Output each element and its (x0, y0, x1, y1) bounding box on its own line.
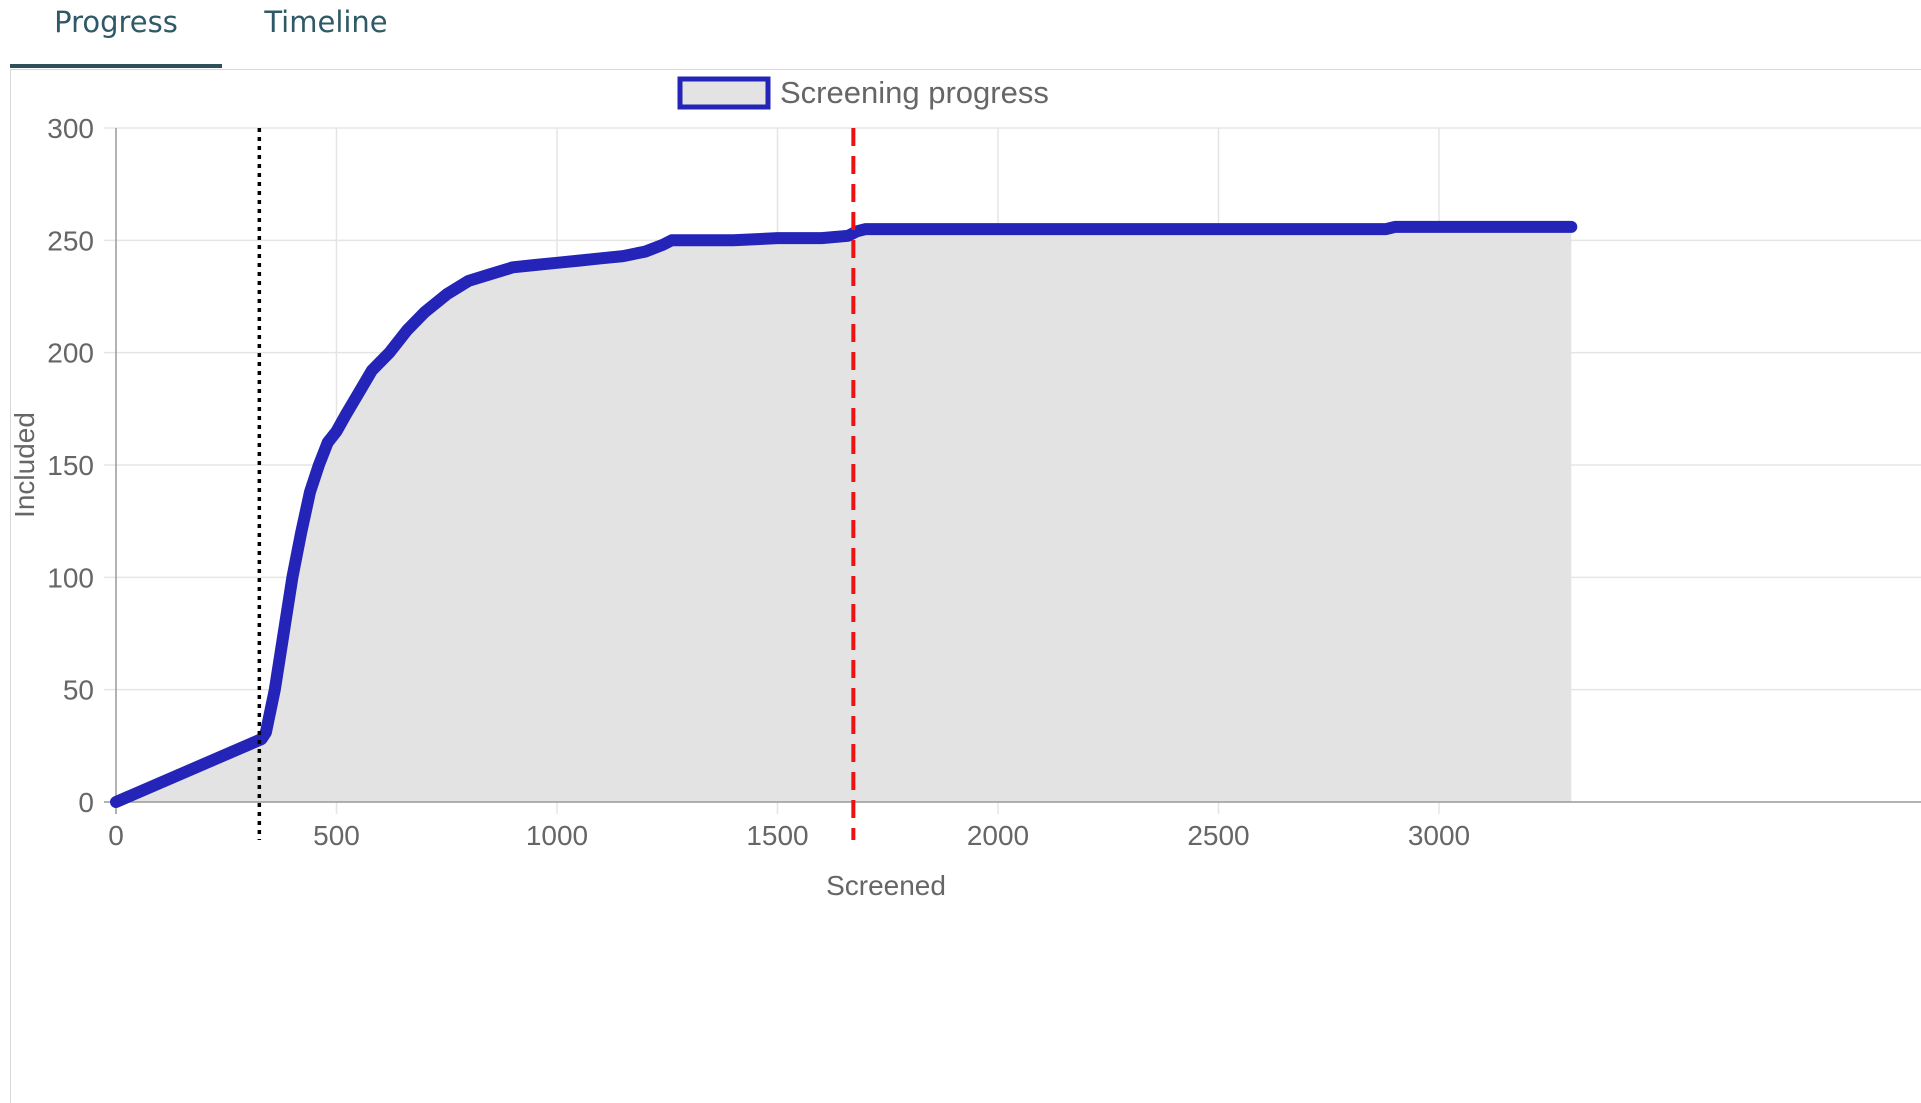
area-fill-layer (116, 226, 1572, 802)
legend[interactable]: Screening progress (677, 75, 1049, 110)
x-tick-label: 0 (108, 820, 124, 851)
series-area (116, 226, 1572, 802)
y-tick-label: 200 (47, 338, 94, 369)
active-tab-indicator (10, 64, 222, 68)
y-tick-label: 100 (47, 562, 94, 593)
x-tick-label: 2500 (1187, 820, 1249, 851)
y-tick-label: 300 (47, 113, 94, 144)
tab-timeline[interactable]: Timeline (264, 5, 388, 39)
y-axis-title: Included (11, 412, 40, 518)
y-tick-label: 50 (63, 675, 94, 706)
series-line (110, 220, 1578, 808)
x-tick-label: 500 (313, 820, 360, 851)
x-tick-label: 2000 (967, 820, 1029, 851)
reference-lines (257, 128, 856, 840)
legend-label: Screening progress (780, 75, 1049, 110)
series-line-layer (110, 220, 1578, 808)
chart-panel: 0 50 100 150 200 250 300 0 500 1000 1500 2000 2500 30… (10, 70, 1921, 1103)
tab-bar-divider (10, 69, 1921, 70)
y-tick-label: 150 (47, 450, 94, 481)
axes (104, 128, 1921, 814)
tab-bar: Progress Timeline (0, 0, 1921, 70)
x-axis-title: Screened (826, 870, 946, 901)
x-tick-label: 1500 (746, 820, 808, 851)
y-tick-label: 0 (78, 787, 94, 818)
legend-swatch (677, 76, 771, 110)
y-tick-label: 250 (47, 225, 94, 256)
series-start-segment (113, 736, 265, 805)
tab-progress[interactable]: Progress (54, 5, 178, 39)
x-tick-label: 1000 (526, 820, 588, 851)
x-tick-label: 3000 (1408, 820, 1470, 851)
